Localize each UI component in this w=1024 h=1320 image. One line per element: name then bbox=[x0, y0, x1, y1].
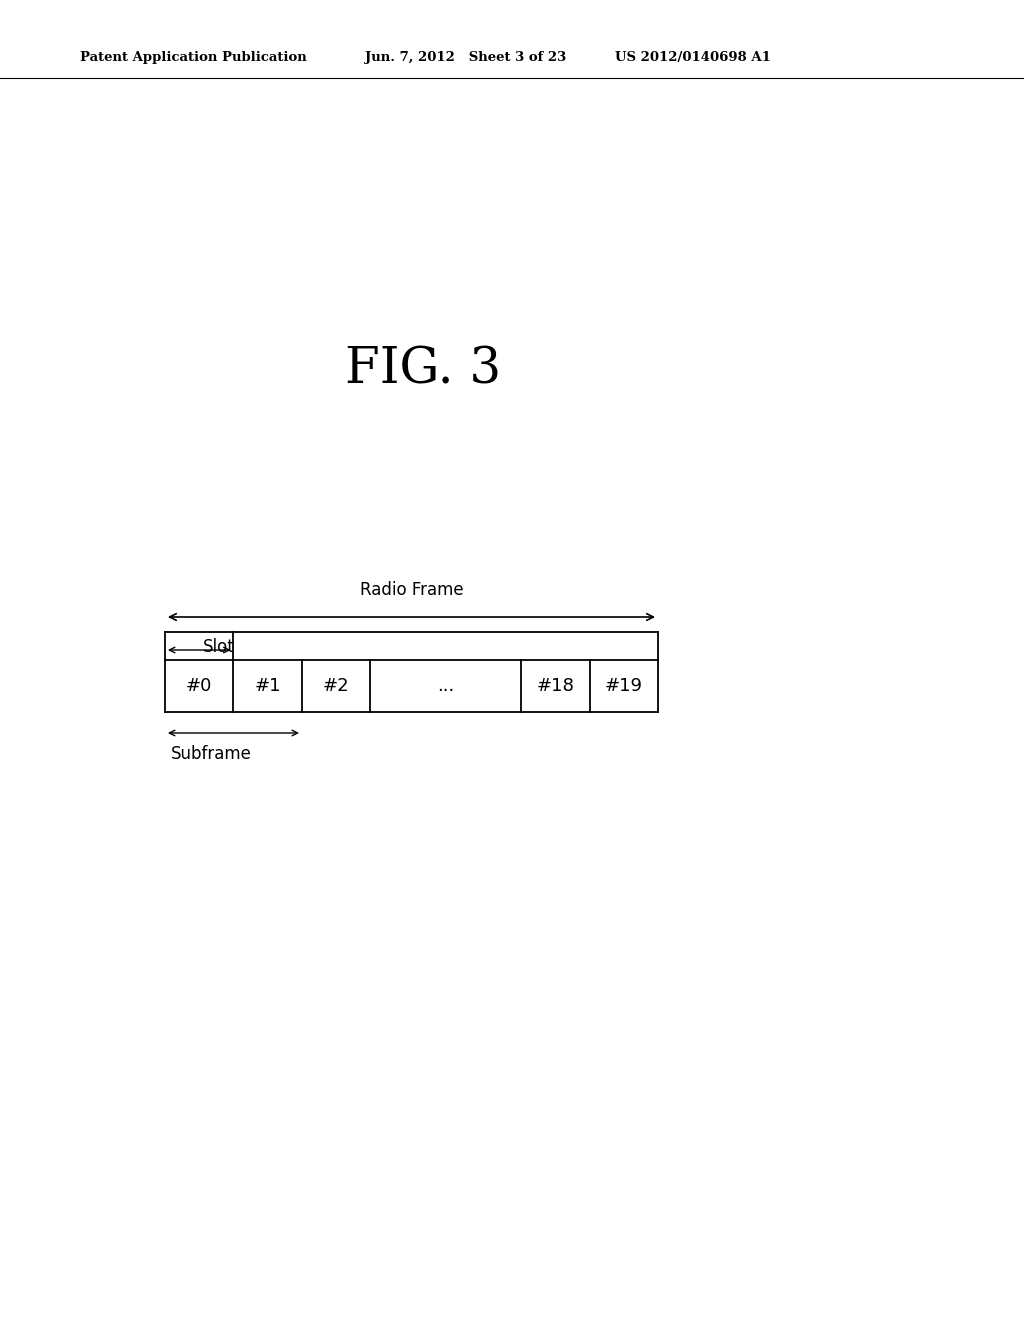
Text: Slot: Slot bbox=[203, 638, 234, 656]
Text: ...: ... bbox=[437, 677, 455, 696]
Text: Radio Frame: Radio Frame bbox=[359, 581, 463, 599]
Text: #18: #18 bbox=[537, 677, 574, 696]
Text: US 2012/0140698 A1: US 2012/0140698 A1 bbox=[615, 51, 771, 65]
Text: Subframe: Subframe bbox=[171, 744, 252, 763]
Text: #1: #1 bbox=[254, 677, 281, 696]
Text: #0: #0 bbox=[186, 677, 212, 696]
Text: FIG. 3: FIG. 3 bbox=[345, 346, 502, 395]
Text: Patent Application Publication: Patent Application Publication bbox=[80, 51, 307, 65]
Text: #19: #19 bbox=[605, 677, 643, 696]
Text: #2: #2 bbox=[323, 677, 349, 696]
Text: Jun. 7, 2012   Sheet 3 of 23: Jun. 7, 2012 Sheet 3 of 23 bbox=[365, 51, 566, 65]
